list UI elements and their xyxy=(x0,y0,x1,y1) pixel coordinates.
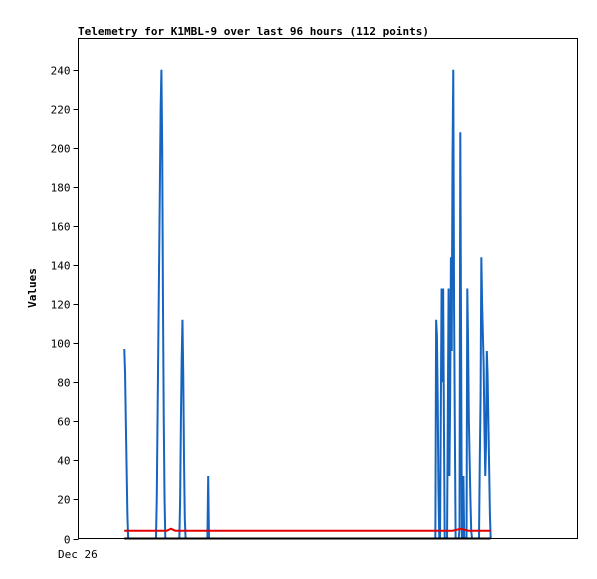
y-tick-label: 220 xyxy=(51,104,71,117)
y-tick-label: 240 xyxy=(51,65,71,78)
x-tick-label: Dec 26 xyxy=(58,548,98,561)
y-tick-label: 180 xyxy=(51,182,71,195)
y-tick-label: 120 xyxy=(51,299,71,312)
y-axis-ticks: 0 20 40 60 80 100 120 140 160 180 200 220 240 xyxy=(51,65,79,547)
chart-title: Telemetry for K1MBL-9 over last 96 hours… xyxy=(78,25,429,38)
y-tick-label: 160 xyxy=(51,221,71,234)
y-tick-label: 60 xyxy=(57,416,70,429)
y-tick-label: 20 xyxy=(57,494,70,507)
y-axis-label: Values xyxy=(26,268,39,308)
x-axis-ticks: Dec 26 xyxy=(58,548,98,561)
series-line-red xyxy=(124,527,491,532)
y-tick-label: 0 xyxy=(64,534,71,547)
plot-area-frame xyxy=(78,38,578,539)
y-tick-label: 140 xyxy=(51,260,71,273)
y-tick-label: 200 xyxy=(51,143,71,156)
y-tick-label: 100 xyxy=(51,338,71,351)
y-tick-label: 40 xyxy=(57,455,70,468)
y-tick-label: 80 xyxy=(57,377,70,390)
